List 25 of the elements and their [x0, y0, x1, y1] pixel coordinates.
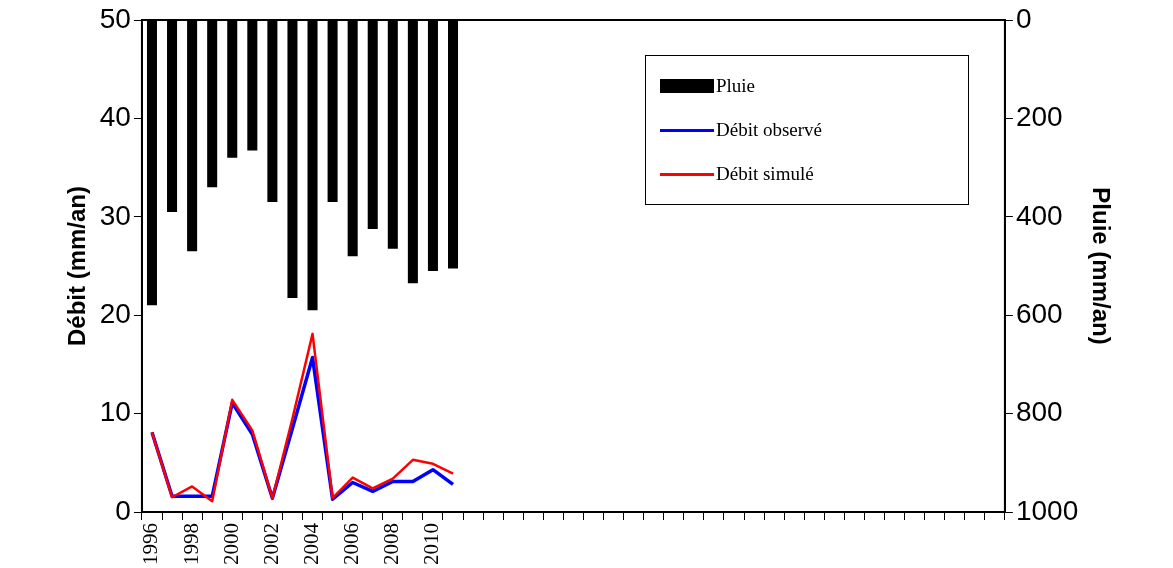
x-tick-label: 2006	[339, 523, 364, 565]
legend-label: Débit simulé	[716, 163, 814, 185]
x-tick-label: 2008	[379, 523, 404, 565]
x-tick-label: 1996	[138, 523, 163, 565]
y2-tick-label: 600	[1015, 297, 1063, 329]
y-tick-label: 50	[99, 2, 131, 34]
x-tick-label: 2004	[299, 522, 324, 565]
y2-tick-label: 200	[1015, 101, 1063, 133]
legend-label: Débit observé	[716, 119, 823, 141]
y-tick-label: 30	[99, 199, 131, 231]
x-tick-label: 1998	[178, 523, 203, 565]
x-tick-label: 2000	[218, 523, 243, 565]
legend-label: Pluie	[716, 75, 756, 97]
y-tick-label: 10	[99, 396, 131, 428]
y-tick-label: 20	[99, 297, 131, 329]
y-tick-label: 0	[115, 494, 131, 526]
x-tick-label: 2010	[419, 523, 444, 565]
y-tick-label: 40	[99, 101, 131, 133]
y2-tick-label: 0	[1015, 2, 1032, 34]
y2-tick-label: 800	[1015, 396, 1063, 428]
y-axis-title: Débit (mm/an)	[63, 185, 91, 347]
y2-axis-title: Pluie (mm/an)	[1087, 187, 1115, 345]
y2-tick-label: 400	[1015, 199, 1063, 231]
x-tick-label: 2002	[258, 523, 283, 565]
y2-tick-label: 1000	[1015, 494, 1079, 526]
